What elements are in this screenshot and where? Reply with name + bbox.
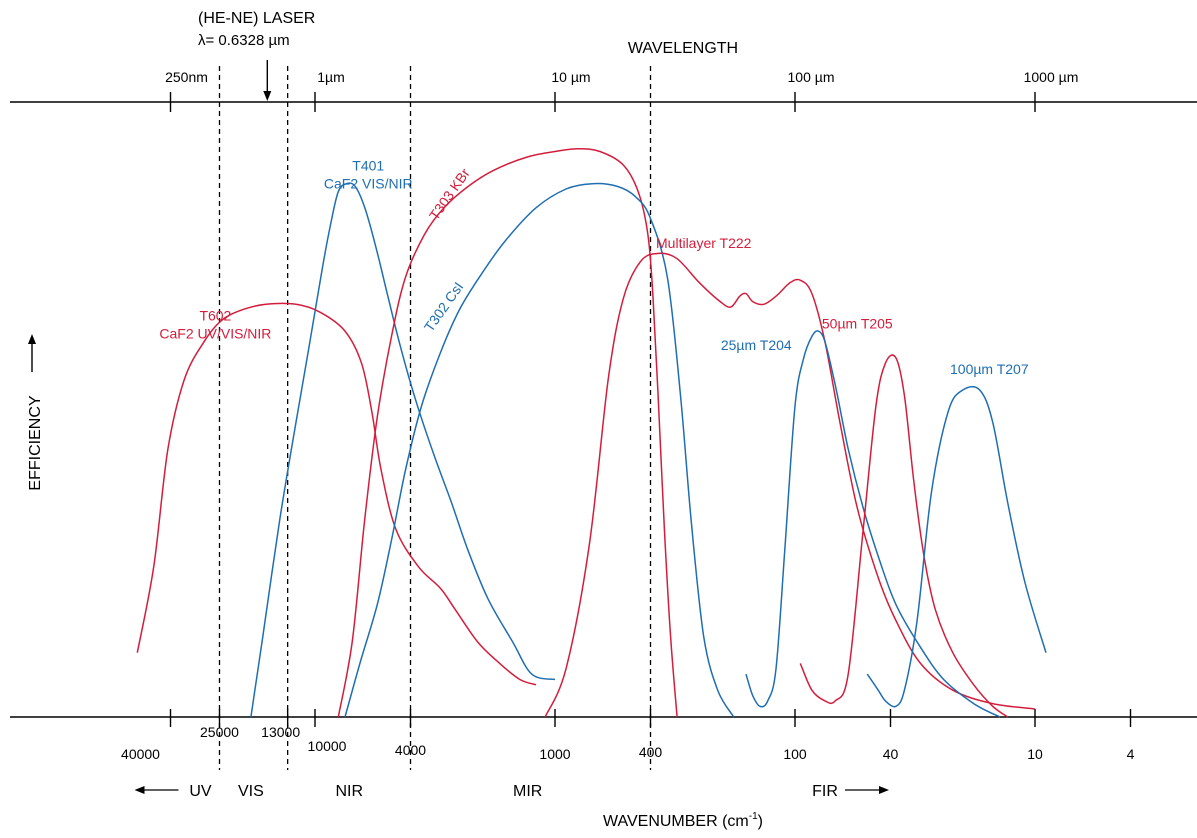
series-label-line: CaF2 UV/VIS/NIR <box>159 325 271 341</box>
series-label: T303 KBr <box>426 165 473 223</box>
series-label: 100µm T207 <box>950 361 1029 377</box>
bottom-tick-label: 4 <box>1127 746 1135 762</box>
region-label: NIR <box>335 783 363 800</box>
region-label: UV <box>189 783 212 800</box>
bottom-axis-title-end: ) <box>758 813 763 830</box>
series-label-line: 100µm T207 <box>950 361 1029 377</box>
laser-wavelength-label: λ= 0.6328 µm <box>198 32 290 49</box>
y-axis-label: EFFICIENCY <box>27 395 44 490</box>
series-line <box>544 252 1036 718</box>
series-label-line: 50µm T205 <box>822 315 893 331</box>
series-line <box>337 148 678 718</box>
series-label-line: T302 CsI <box>421 279 467 335</box>
series-label: T401 CaF2 VIS/NIR <box>324 157 413 191</box>
series-line <box>250 182 556 718</box>
region-label: MIR <box>513 783 542 800</box>
bottom-tick-label: 10000 <box>308 738 347 754</box>
bottom-tick-label: 40000 <box>121 746 160 762</box>
top-tick-label: 250nm <box>165 69 208 85</box>
top-tick-label: 10 µm <box>551 69 590 85</box>
series-line <box>866 385 1047 708</box>
series-label-line: 25µm T204 <box>721 337 792 353</box>
y-axis-arrow <box>28 334 36 372</box>
bottom-tick-label: 1000 <box>539 746 570 762</box>
bottom-axis-title: WAVENUMBER (cm-1) <box>603 811 763 830</box>
series-line <box>799 354 1009 718</box>
region-arrow-head <box>878 786 889 794</box>
top-tick-label: 1000 µm <box>1024 69 1079 85</box>
region-arrow-head <box>134 786 145 794</box>
bottom-tick-label: 10 <box>1027 746 1043 762</box>
series-line <box>136 302 537 686</box>
series-label-line: T303 KBr <box>426 165 473 223</box>
series-label: T302 CsI <box>421 279 467 335</box>
series-label-line: CaF2 VIS/NIR <box>324 175 413 191</box>
top-tick-label: 100 µm <box>788 69 835 85</box>
bottom-tick-label: 100 <box>783 746 807 762</box>
region-label: VIS <box>238 783 264 800</box>
top-tick-label: 1µm <box>317 69 345 85</box>
laser-arrow-head <box>263 91 272 101</box>
series-line <box>745 330 1001 718</box>
bottom-axis-title-sup: -1 <box>749 811 758 822</box>
series-label: 50µm T205 <box>822 315 893 331</box>
top-axis-title: WAVELENGTH <box>628 40 738 57</box>
bottom-tick-label: 40 <box>883 746 899 762</box>
series-label: Multilayer T222 <box>656 235 752 251</box>
series-label-line: T602 <box>199 307 231 323</box>
laser-name-label: (HE-NE) LASER <box>198 10 315 27</box>
series-label-line: Multilayer T222 <box>656 235 752 251</box>
series-line <box>344 182 735 718</box>
series-label: T602 CaF2 UV/VIS/NIR <box>159 307 271 341</box>
series-label-line: T401 <box>352 157 384 173</box>
bottom-axis-title-main: WAVENUMBER (cm <box>603 813 749 830</box>
bottom-tick-label: 13000 <box>261 724 300 740</box>
series-label: 25µm T204 <box>721 337 792 353</box>
region-label: FIR <box>812 783 838 800</box>
